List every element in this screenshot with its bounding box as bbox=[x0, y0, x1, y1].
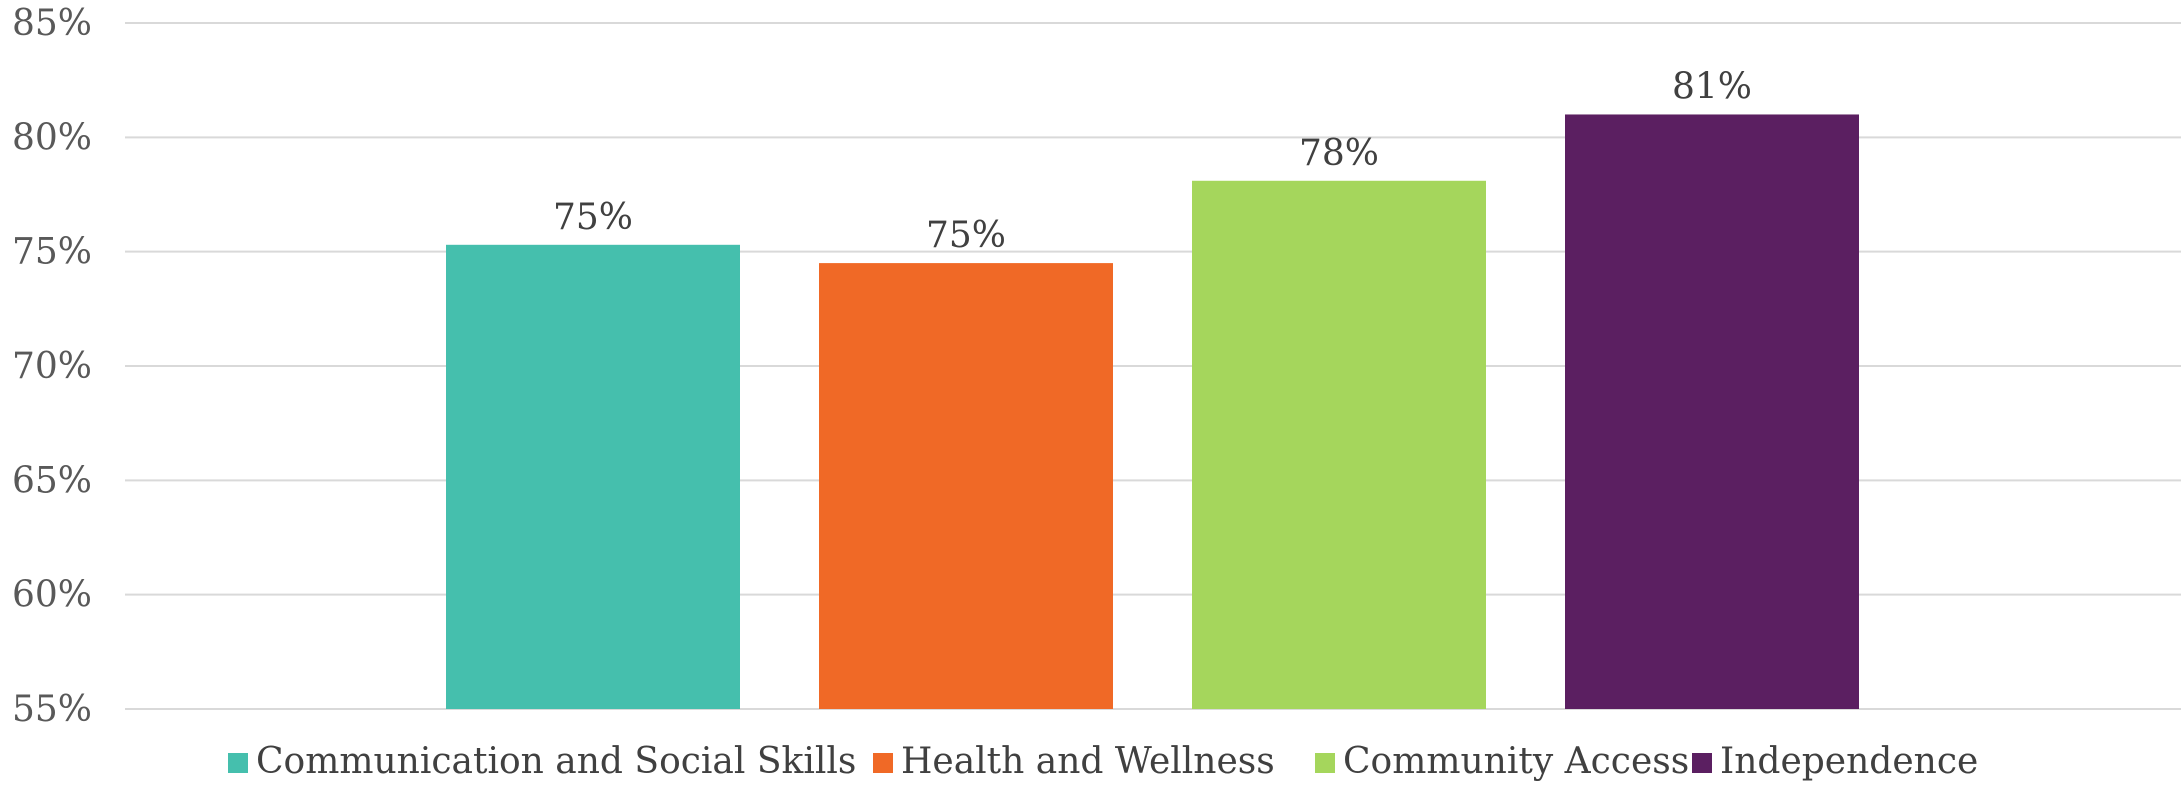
bar bbox=[1565, 114, 1859, 709]
data-label: 75% bbox=[553, 197, 633, 238]
data-label: 75% bbox=[926, 215, 1006, 256]
legend-swatch bbox=[1315, 753, 1335, 773]
legend-label: Independence bbox=[1720, 741, 1978, 782]
bar bbox=[1192, 180, 1486, 709]
legend-swatch bbox=[1692, 753, 1712, 773]
y-tick-label: 80% bbox=[12, 117, 92, 158]
y-tick-label: 85% bbox=[12, 3, 92, 44]
y-tick-label: 60% bbox=[12, 575, 92, 616]
y-tick-label: 75% bbox=[12, 232, 92, 273]
legend-swatch bbox=[228, 753, 248, 773]
data-label: 81% bbox=[1672, 66, 1752, 107]
legend-swatch bbox=[873, 753, 893, 773]
legend-label: Health and Wellness bbox=[901, 741, 1275, 782]
y-tick-label: 55% bbox=[12, 689, 92, 730]
legend-label: Community Access bbox=[1343, 741, 1689, 782]
legend-label: Communication and Social Skills bbox=[256, 741, 856, 782]
bar bbox=[446, 244, 740, 709]
y-tick-label: 65% bbox=[12, 460, 92, 501]
data-label: 78% bbox=[1299, 133, 1379, 174]
bar bbox=[819, 263, 1113, 709]
y-tick-label: 70% bbox=[12, 346, 92, 387]
